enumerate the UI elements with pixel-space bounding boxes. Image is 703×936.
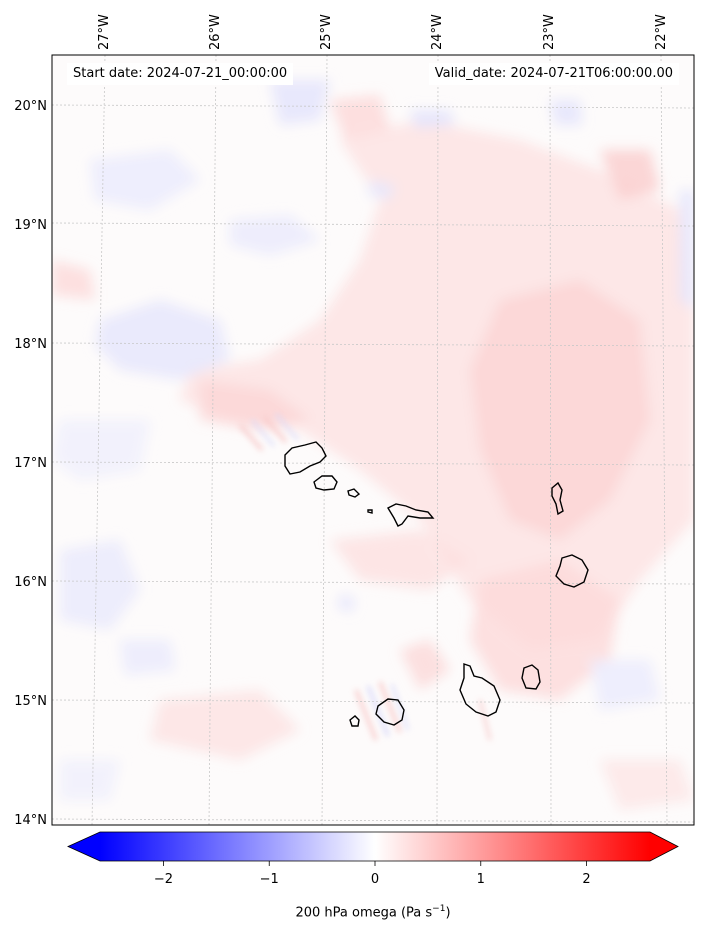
longitude-labels: 27°W 26°W 25°W 24°W 23°W 22°W [97,14,669,50]
colorbar-tick-label: 0 [371,872,379,887]
colorbar-outline [67,831,679,862]
lon-label-26w: 26°W [208,14,223,50]
island-santiago [459,663,501,717]
colorbar-extend-high [650,832,678,861]
colorbar-extend-low [68,832,100,861]
lat-label-18n: 18°N [14,337,47,352]
graticule [52,55,694,825]
island-branco [367,509,373,514]
colorbar-tick-label: −1 [260,872,279,887]
colorbar-tick-label: −2 [154,872,173,887]
island-maio [521,664,541,690]
lat-label-14n: 14°N [14,813,47,828]
latitude-labels: 20°N 19°N 18°N 17°N 16°N 15°N 14°N [14,99,47,828]
coastlines [284,441,589,727]
lon-label-23w: 23°W [542,14,557,50]
colorbar-label-exponent: −1 [432,904,446,914]
island-sao-nicolau [387,503,435,527]
lon-label-27w: 27°W [97,14,112,50]
lon-label-22w: 22°W [654,14,669,50]
colorbar-label-text: 200 hPa omega (Pa s [295,905,433,921]
island-santo-antao [284,441,327,475]
colorbar-label-close: ) [445,905,451,921]
island-sao-vicente [313,475,338,491]
lat-label-17n: 17°N [14,456,47,471]
lat-label-19n: 19°N [14,218,47,233]
colorbar-label: 200 hPa omega (Pa s−1) [0,904,703,920]
lat-label-15n: 15°N [14,694,47,709]
colorbar-tick-label: 2 [582,872,590,887]
lat-label-20n: 20°N [14,99,47,114]
island-fogo [375,698,405,726]
lat-label-16n: 16°N [14,575,47,590]
colorbar-gradient [100,832,650,861]
island-brava [349,715,360,727]
colorbar-ticks: −2 −1 0 1 2 [154,861,591,887]
map-frame [51,54,695,826]
island-santa-luzia [347,488,361,498]
start-date-label: Start date: 2024-07-21_00:00:00 [67,63,294,85]
valid-date-label: Valid_date: 2024-07-21T06:00:00.00 [428,63,679,85]
island-boa-vista [555,554,589,588]
lon-label-25w: 25°W [319,14,334,50]
colorbar: −2 −1 0 1 2 [67,831,679,887]
omega-field [52,80,694,810]
island-sal [551,481,564,516]
lon-label-24w: 24°W [430,14,445,50]
colorbar-tick-label: 1 [477,872,485,887]
